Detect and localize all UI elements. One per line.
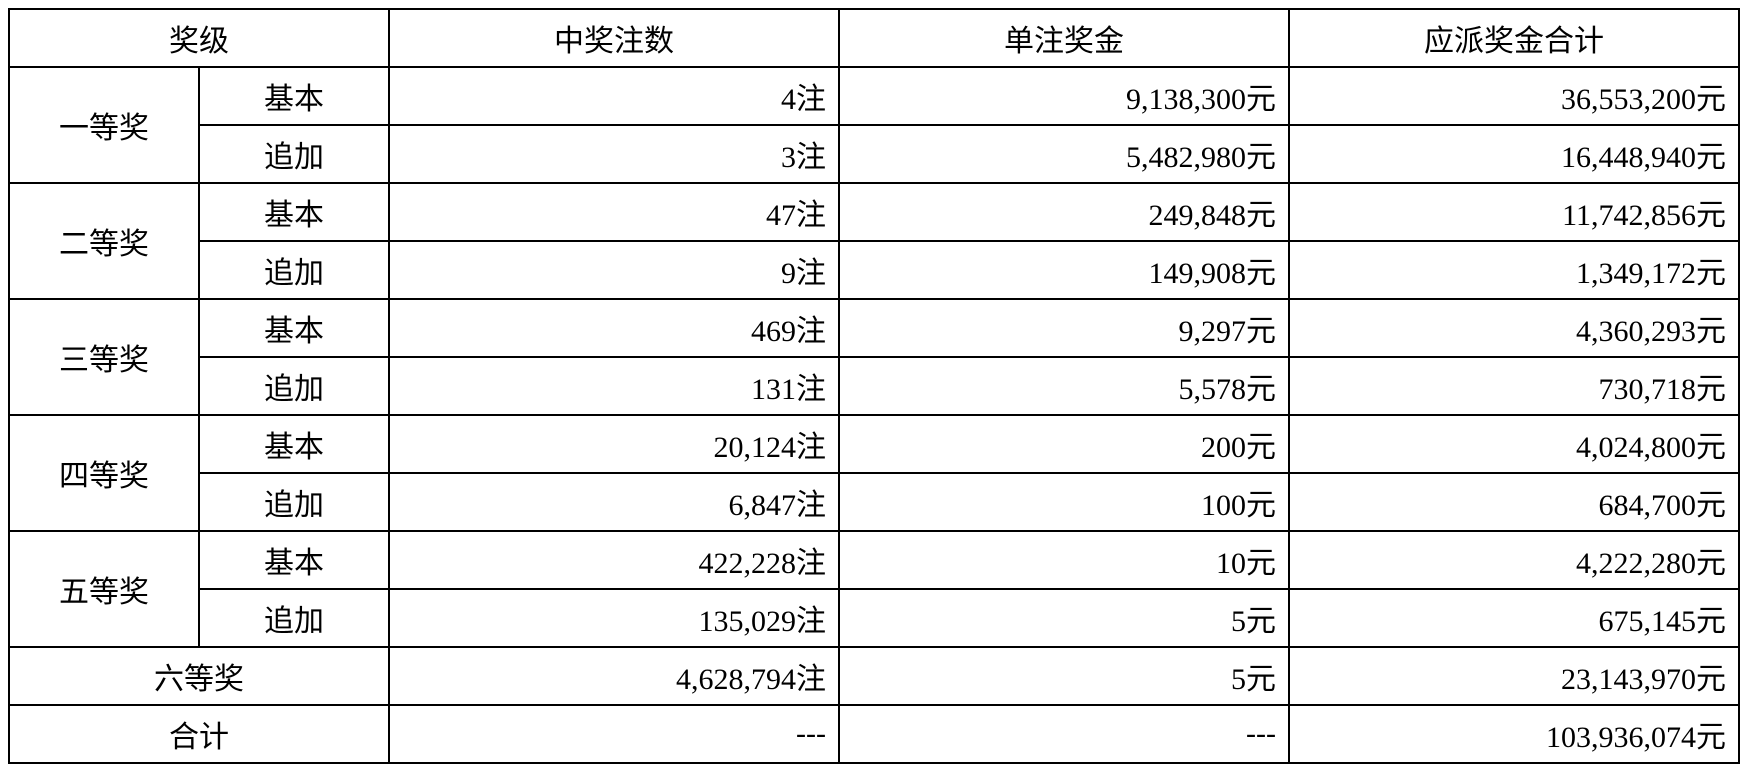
table-row: 追加 6,847注 100元 684,700元 — [9, 473, 1739, 531]
total-payout: 4,222,280元 — [1289, 531, 1739, 589]
prize-per-bet: 5,578元 — [839, 357, 1289, 415]
winning-count: 20,124注 — [389, 415, 839, 473]
prize-subtype: 追加 — [199, 241, 389, 299]
prize-level: 六等奖 — [9, 647, 389, 705]
total-payout: 4,024,800元 — [1289, 415, 1739, 473]
total-payout: 1,349,172元 — [1289, 241, 1739, 299]
prize-subtype: 基本 — [199, 183, 389, 241]
prize-per-bet: 249,848元 — [839, 183, 1289, 241]
table-row-sixth: 六等奖 4,628,794注 5元 23,143,970元 — [9, 647, 1739, 705]
prize-subtype: 追加 — [199, 125, 389, 183]
header-prize-per-bet: 单注奖金 — [839, 9, 1289, 67]
totals-label: 合计 — [9, 705, 389, 763]
totals-count: --- — [389, 705, 839, 763]
table-row: 追加 135,029注 5元 675,145元 — [9, 589, 1739, 647]
prize-per-bet: 5,482,980元 — [839, 125, 1289, 183]
header-total-payout: 应派奖金合计 — [1289, 9, 1739, 67]
table-row: 追加 9注 149,908元 1,349,172元 — [9, 241, 1739, 299]
prize-subtype: 追加 — [199, 357, 389, 415]
table-row: 追加 131注 5,578元 730,718元 — [9, 357, 1739, 415]
table-row-totals: 合计 --- --- 103,936,074元 — [9, 705, 1739, 763]
total-payout: 23,143,970元 — [1289, 647, 1739, 705]
table-row: 五等奖 基本 422,228注 10元 4,222,280元 — [9, 531, 1739, 589]
prize-subtype: 基本 — [199, 299, 389, 357]
total-payout: 36,553,200元 — [1289, 67, 1739, 125]
winning-count: 6,847注 — [389, 473, 839, 531]
table-row: 二等奖 基本 47注 249,848元 11,742,856元 — [9, 183, 1739, 241]
winning-count: 4,628,794注 — [389, 647, 839, 705]
prize-subtype: 追加 — [199, 589, 389, 647]
total-payout: 4,360,293元 — [1289, 299, 1739, 357]
winning-count: 135,029注 — [389, 589, 839, 647]
prize-per-bet: 9,138,300元 — [839, 67, 1289, 125]
prize-per-bet: 5元 — [839, 589, 1289, 647]
table-row: 追加 3注 5,482,980元 16,448,940元 — [9, 125, 1739, 183]
prize-subtype: 基本 — [199, 67, 389, 125]
prize-level: 三等奖 — [9, 299, 199, 415]
winning-count: 422,228注 — [389, 531, 839, 589]
winning-count: 47注 — [389, 183, 839, 241]
winning-count: 4注 — [389, 67, 839, 125]
prize-level: 五等奖 — [9, 531, 199, 647]
prize-subtype: 基本 — [199, 531, 389, 589]
table-row: 一等奖 基本 4注 9,138,300元 36,553,200元 — [9, 67, 1739, 125]
header-winning-count: 中奖注数 — [389, 9, 839, 67]
table-row: 三等奖 基本 469注 9,297元 4,360,293元 — [9, 299, 1739, 357]
totals-per-bet: --- — [839, 705, 1289, 763]
winning-count: 131注 — [389, 357, 839, 415]
total-payout: 11,742,856元 — [1289, 183, 1739, 241]
prize-subtype: 追加 — [199, 473, 389, 531]
prize-per-bet: 149,908元 — [839, 241, 1289, 299]
prize-per-bet: 5元 — [839, 647, 1289, 705]
prize-level: 一等奖 — [9, 67, 199, 183]
header-prize-level: 奖级 — [9, 9, 389, 67]
total-payout: 684,700元 — [1289, 473, 1739, 531]
total-payout: 675,145元 — [1289, 589, 1739, 647]
table-header-row: 奖级 中奖注数 单注奖金 应派奖金合计 — [9, 9, 1739, 67]
prize-per-bet: 10元 — [839, 531, 1289, 589]
winning-count: 3注 — [389, 125, 839, 183]
table-row: 四等奖 基本 20,124注 200元 4,024,800元 — [9, 415, 1739, 473]
prize-level: 四等奖 — [9, 415, 199, 531]
prize-subtype: 基本 — [199, 415, 389, 473]
prize-per-bet: 200元 — [839, 415, 1289, 473]
totals-total: 103,936,074元 — [1289, 705, 1739, 763]
winning-count: 9注 — [389, 241, 839, 299]
prize-level: 二等奖 — [9, 183, 199, 299]
lottery-prize-table: 奖级 中奖注数 单注奖金 应派奖金合计 一等奖 基本 4注 9,138,300元… — [8, 8, 1740, 764]
prize-per-bet: 9,297元 — [839, 299, 1289, 357]
total-payout: 16,448,940元 — [1289, 125, 1739, 183]
winning-count: 469注 — [389, 299, 839, 357]
prize-per-bet: 100元 — [839, 473, 1289, 531]
table-body: 一等奖 基本 4注 9,138,300元 36,553,200元 追加 3注 5… — [9, 67, 1739, 763]
total-payout: 730,718元 — [1289, 357, 1739, 415]
